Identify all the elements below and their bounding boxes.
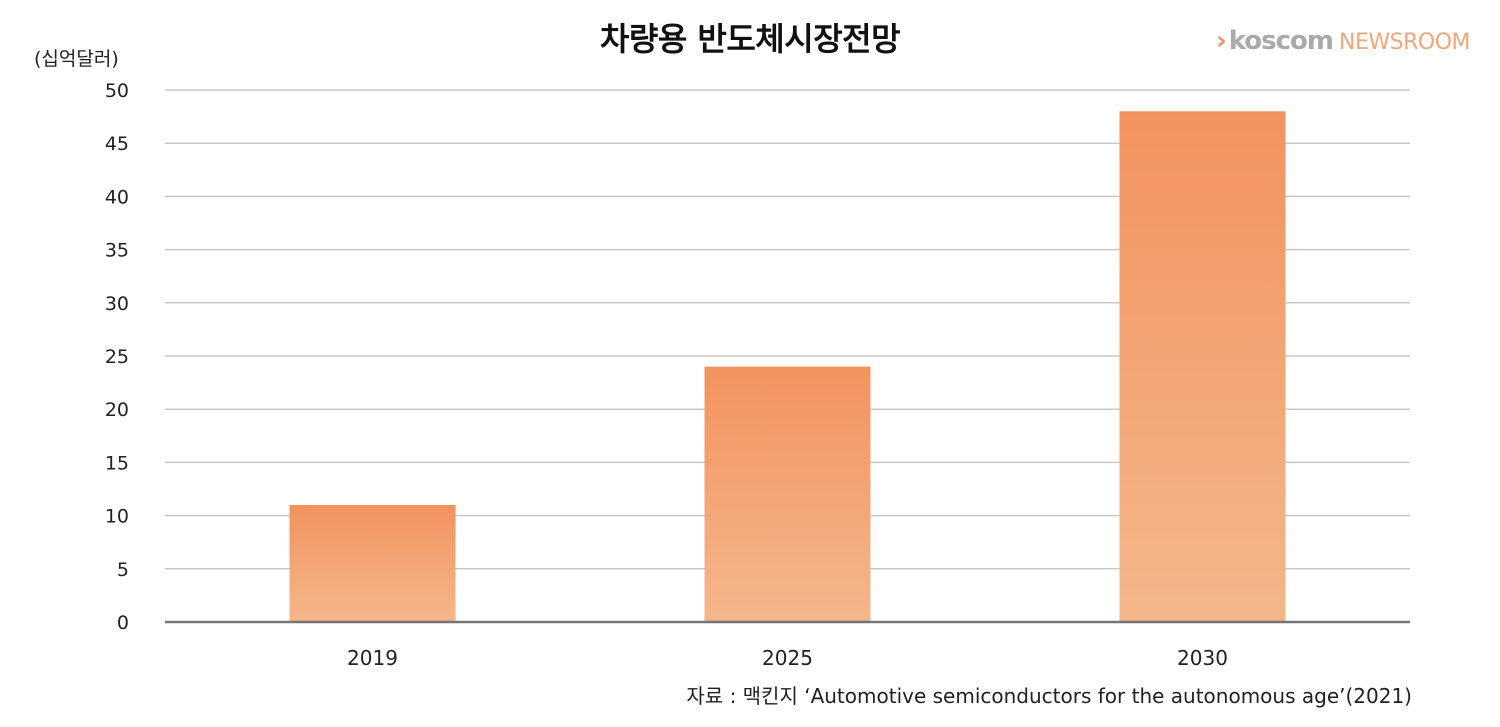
bar-2019 xyxy=(289,504,456,622)
logo-newsroom-text: NEWSROOM xyxy=(1339,30,1470,55)
y-tick-label: 40 xyxy=(105,186,129,208)
y-tick-label: 20 xyxy=(105,399,129,421)
x-axis-ticks: 2019 2025 2030 xyxy=(347,646,1228,670)
chart-title: 차량용 반도체시장전망 xyxy=(599,20,901,58)
y-tick-label: 10 xyxy=(105,506,129,528)
x-tick-label: 2019 xyxy=(347,646,398,670)
y-tick-label: 30 xyxy=(105,293,129,315)
y-tick-label: 50 xyxy=(105,80,129,102)
logo-chevron-icon: › xyxy=(1216,26,1227,56)
y-tick-label: 15 xyxy=(105,452,129,474)
y-tick-label: 25 xyxy=(105,346,129,368)
y-tick-label: 0 xyxy=(117,612,129,634)
x-tick-label: 2030 xyxy=(1177,646,1228,670)
y-tick-label: 35 xyxy=(105,240,129,262)
bar-2030 xyxy=(1119,111,1286,622)
x-tick-label: 2025 xyxy=(762,646,813,670)
y-tick-label: 5 xyxy=(117,559,129,581)
y-axis-ticks: 0 5 10 15 20 25 30 35 40 45 50 xyxy=(105,80,129,634)
y-axis-unit-label: (십억달러) xyxy=(34,48,119,70)
logo-brand-text: koscom xyxy=(1228,26,1334,56)
y-tick-label: 45 xyxy=(105,133,129,155)
koscom-newsroom-logo: › koscom NEWSROOM xyxy=(1216,26,1470,56)
bar-2025 xyxy=(704,366,871,622)
bars xyxy=(289,111,1286,622)
source-note: 자료 : 맥킨지 ‘Automotive semiconductors for … xyxy=(686,684,1412,708)
